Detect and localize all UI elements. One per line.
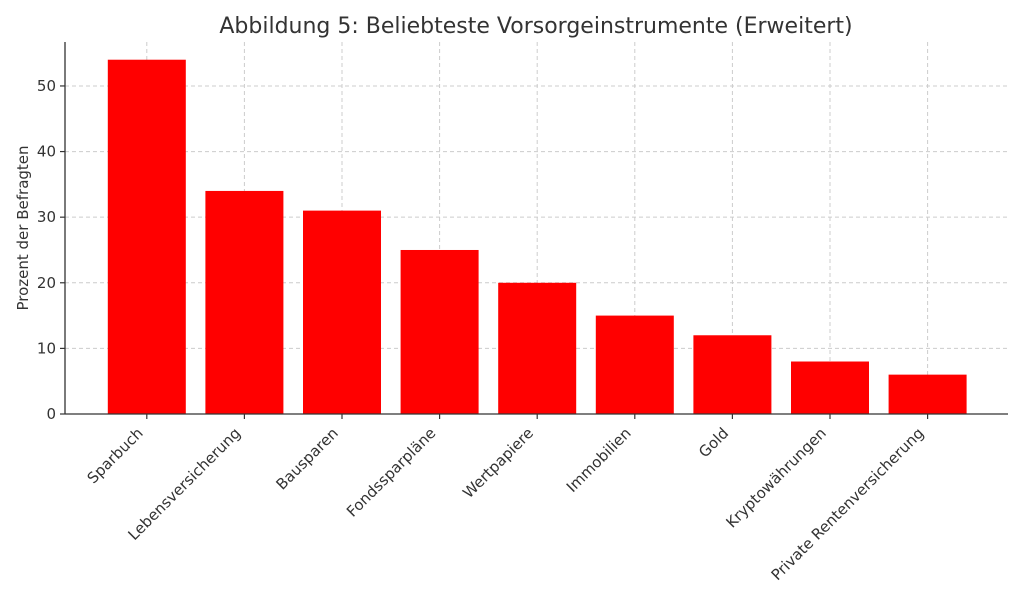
bar xyxy=(498,282,577,414)
y-tick-label: 30 xyxy=(37,208,56,226)
x-tick-label: Immobilien xyxy=(563,424,635,496)
bars xyxy=(107,59,967,414)
y-tick-label: 10 xyxy=(37,339,56,357)
x-tick-label: Bausparen xyxy=(272,424,341,493)
x-tick-label: Private Rentenversicherung xyxy=(768,424,928,584)
x-tick-label: Sparbuch xyxy=(84,424,147,487)
bar xyxy=(791,361,869,414)
x-tick-label: Gold xyxy=(695,424,732,461)
chart-title: Abbildung 5: Beliebteste Vorsorgeinstrum… xyxy=(219,14,852,39)
x-tick-label: Wertpapiere xyxy=(459,424,537,502)
bar xyxy=(693,335,772,414)
bar xyxy=(303,210,381,414)
y-tick-label: 50 xyxy=(37,77,56,95)
bar xyxy=(595,315,674,414)
x-tick-label: Kryptowährungen xyxy=(722,424,829,531)
bar xyxy=(107,59,186,414)
y-axis-label: Prozent der Befragten xyxy=(14,145,32,310)
bar xyxy=(400,249,479,414)
x-tick-label: Lebensversicherung xyxy=(124,424,244,544)
bar xyxy=(888,374,967,414)
y-tick-label: 0 xyxy=(46,405,56,423)
x-tick-label: Fondssparpläne xyxy=(343,424,439,520)
y-tick-label: 20 xyxy=(37,274,56,292)
y-tick-label: 40 xyxy=(37,143,56,161)
bar xyxy=(205,190,284,414)
